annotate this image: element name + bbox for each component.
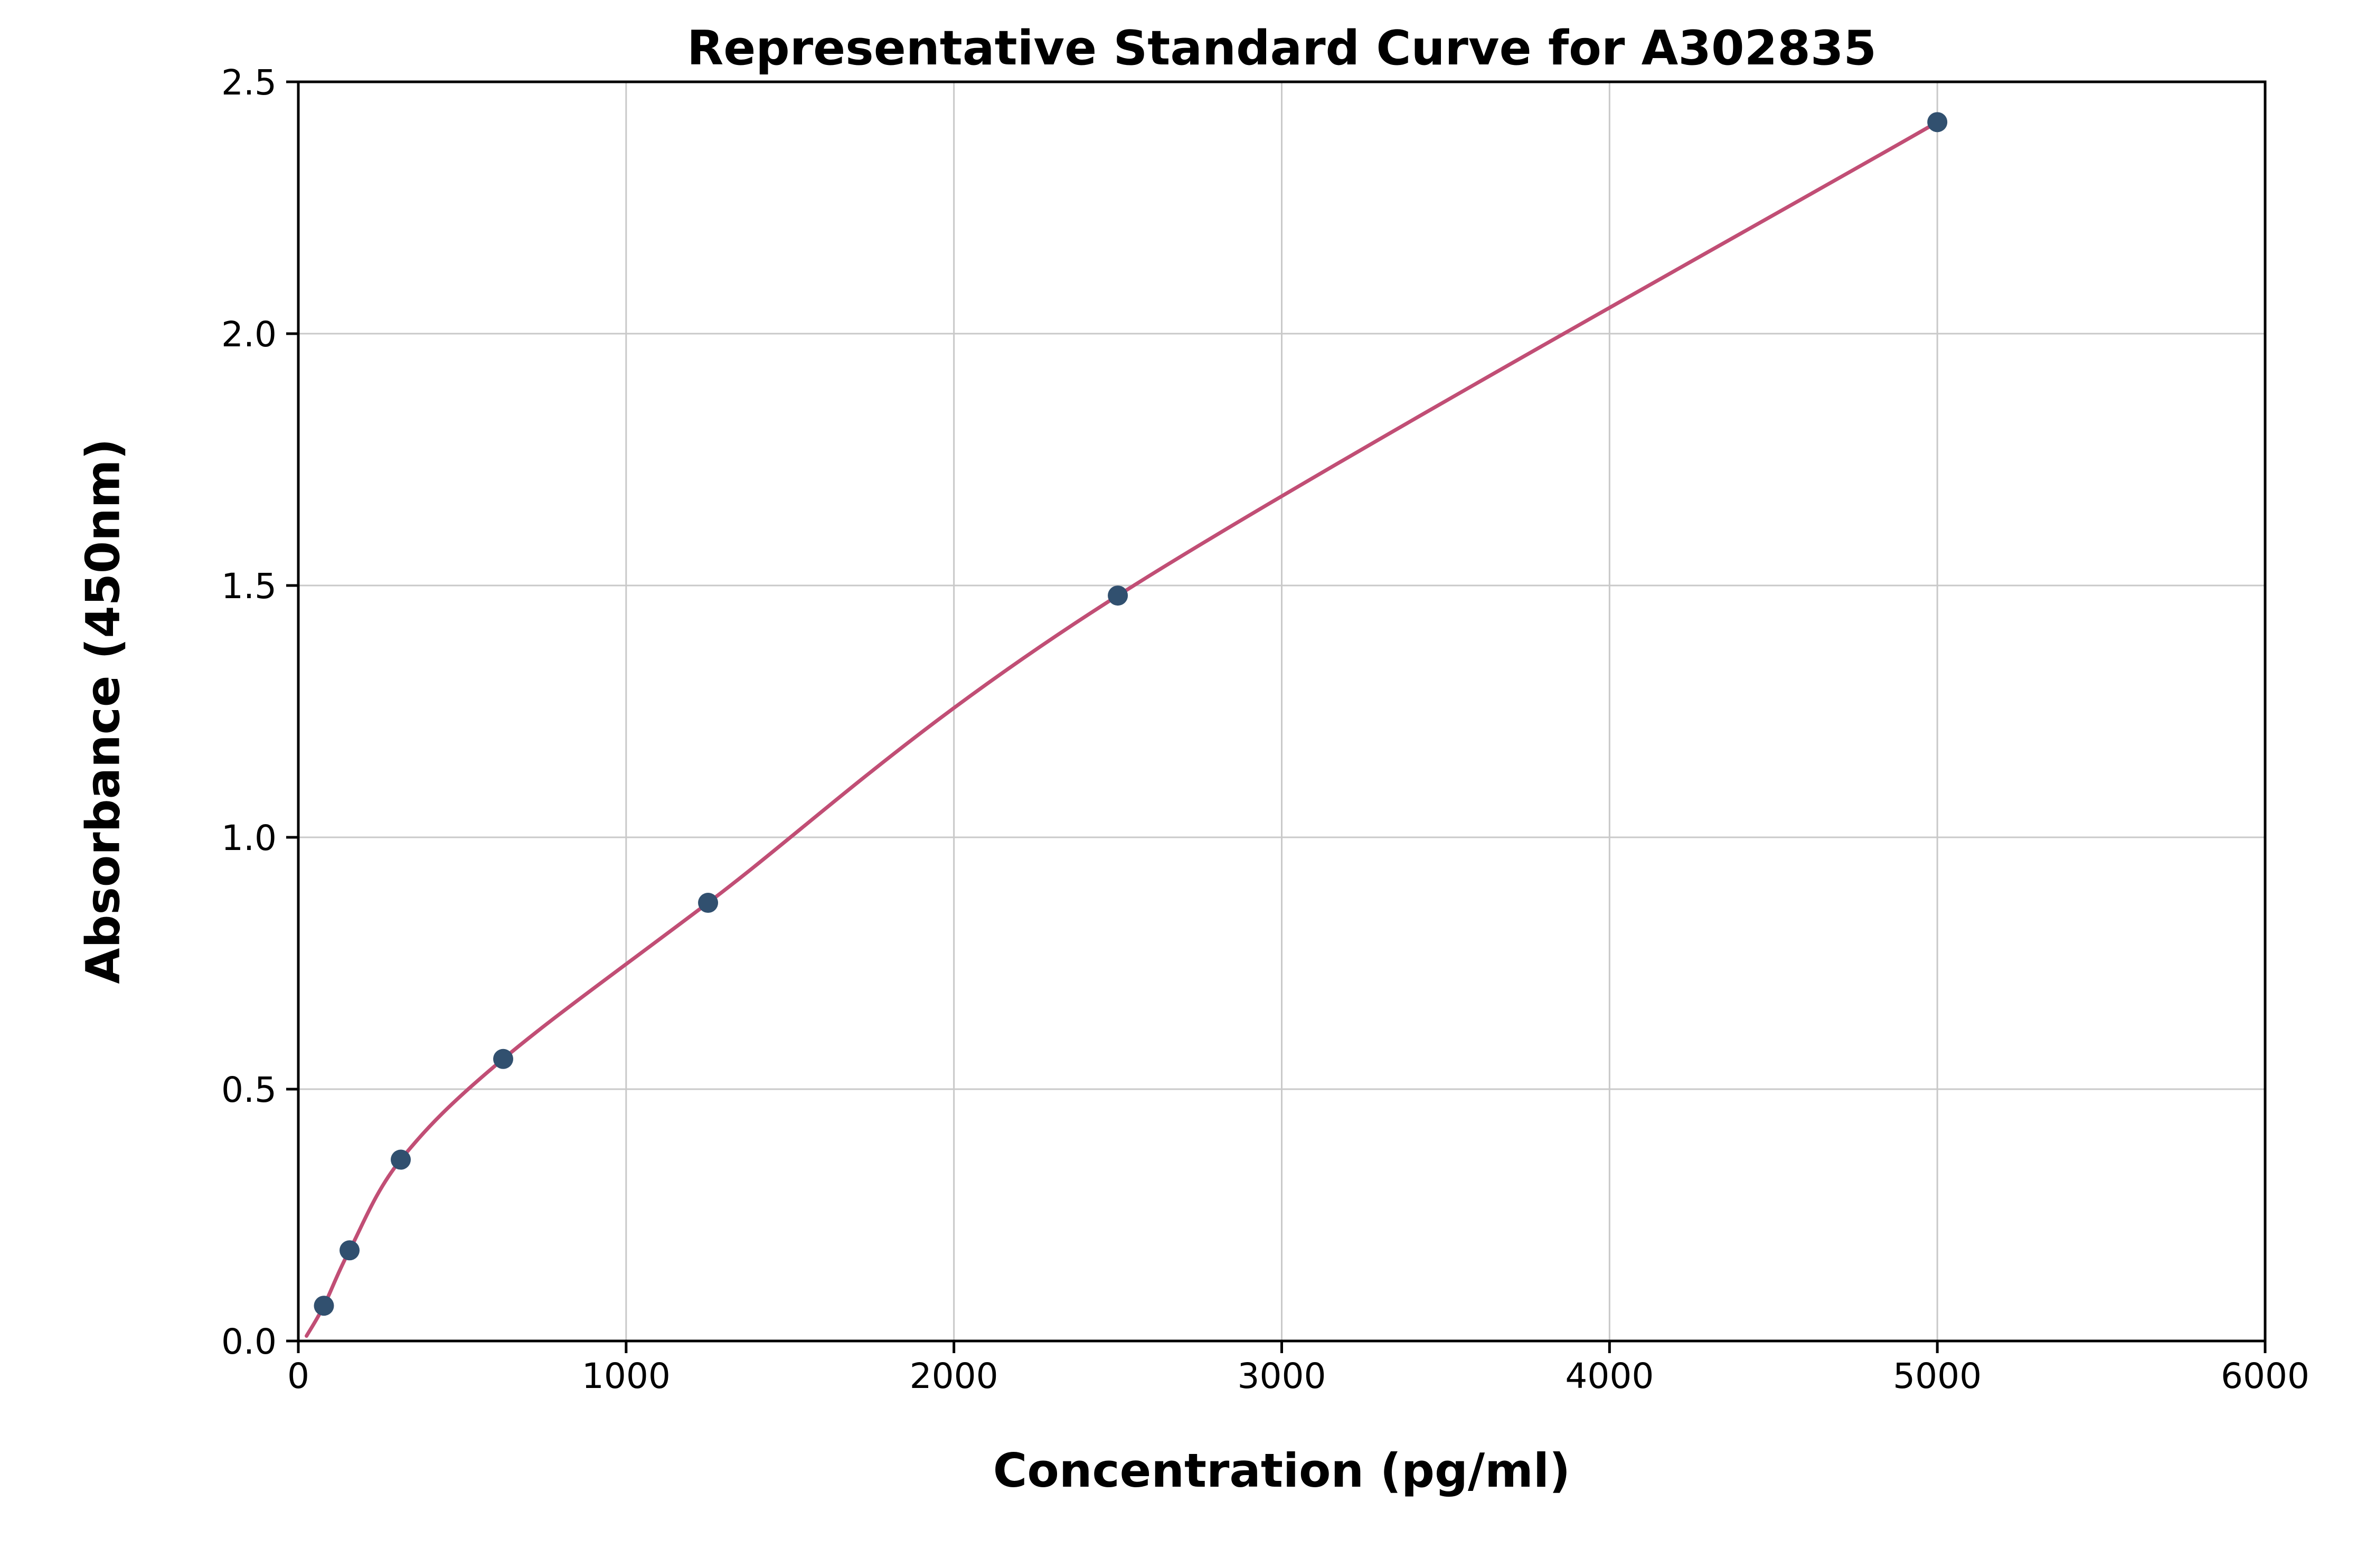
data-point: [340, 1240, 360, 1261]
y-tick-label: 0.0: [221, 1321, 277, 1362]
y-tick-label: 2.5: [221, 62, 277, 103]
x-tick-label: 2000: [910, 1356, 998, 1396]
data-point: [391, 1149, 411, 1170]
x-tick-label: 5000: [1893, 1356, 1982, 1396]
x-tick-label: 6000: [2221, 1356, 2309, 1396]
y-tick-label: 1.0: [221, 818, 277, 858]
y-tick-label: 2.0: [221, 314, 277, 355]
x-tick-label: 4000: [1565, 1356, 1654, 1396]
x-tick-label: 0: [287, 1356, 309, 1396]
data-point: [1927, 112, 1948, 133]
y-tick-label: 1.5: [221, 566, 277, 607]
data-point: [698, 893, 719, 913]
y-tick-label: 0.5: [221, 1070, 277, 1110]
x-tick-label: 3000: [1238, 1356, 1326, 1396]
chart-title: Representative Standard Curve for A30283…: [686, 21, 1877, 76]
data-point: [314, 1296, 334, 1316]
data-point: [493, 1049, 514, 1069]
data-point: [1108, 585, 1128, 606]
x-tick-label: 1000: [582, 1356, 671, 1396]
x-axis-label: Concentration (pg/ml): [993, 1443, 1571, 1498]
fit-curve: [305, 120, 1939, 1338]
